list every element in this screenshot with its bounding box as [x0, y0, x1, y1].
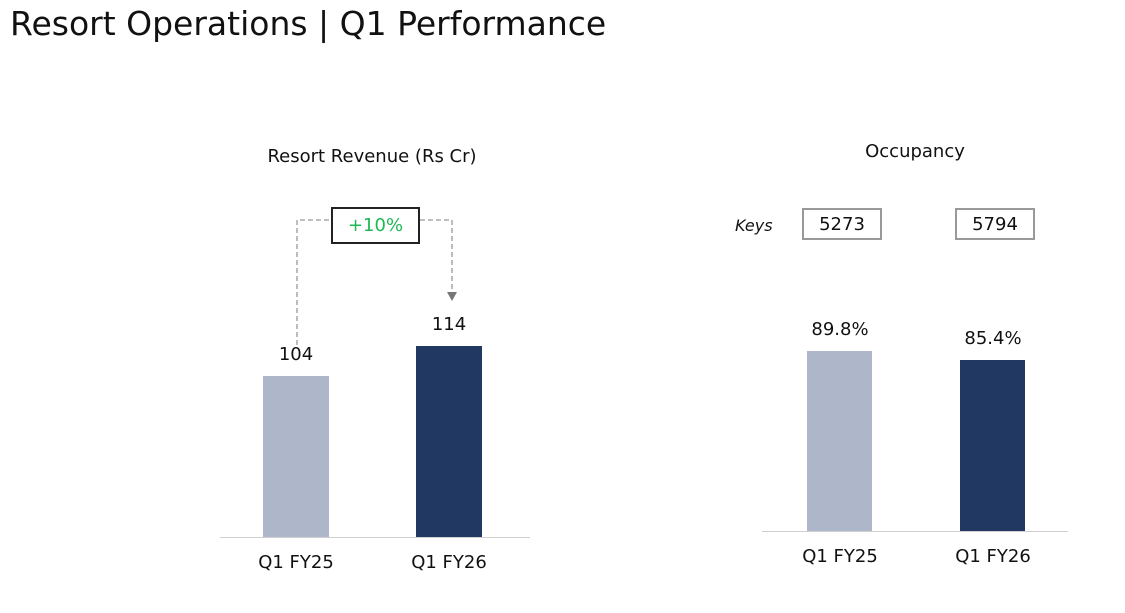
occupancy-category-label: Q1 FY26	[955, 546, 1031, 567]
occupancy-category-label: Q1 FY25	[802, 546, 878, 567]
revenue-x-axis	[220, 537, 530, 538]
revenue-value-label: 104	[278, 344, 314, 366]
revenue-category-label: Q1 FY25	[258, 552, 334, 573]
keys-box-q1fy26: 5794	[955, 208, 1035, 240]
occupancy-bar-q1fy26	[960, 359, 1025, 531]
revenue-chart-title: Resort Revenue (Rs Cr)	[267, 146, 477, 167]
occupancy-value-label: 89.8%	[811, 318, 869, 340]
bracket-left-line	[296, 219, 331, 345]
bracket-right-line	[420, 219, 453, 292]
occupancy-value-label: 85.4%	[964, 327, 1022, 349]
arrow-down-icon	[447, 292, 457, 301]
occupancy-x-axis	[762, 531, 1068, 532]
revenue-bar-q1fy25	[263, 376, 329, 537]
revenue-category-label: Q1 FY26	[411, 552, 487, 573]
keys-box-q1fy25: 5273	[802, 208, 882, 240]
page-title: Resort Operations | Q1 Performance	[10, 4, 607, 43]
growth-badge: +10%	[331, 207, 420, 244]
revenue-bar-q1fy26	[416, 346, 482, 537]
occupancy-chart-title: Occupancy	[865, 141, 965, 162]
occupancy-bar-q1fy25	[807, 350, 872, 531]
keys-label: Keys	[735, 216, 773, 235]
revenue-value-label: 114	[431, 314, 467, 336]
